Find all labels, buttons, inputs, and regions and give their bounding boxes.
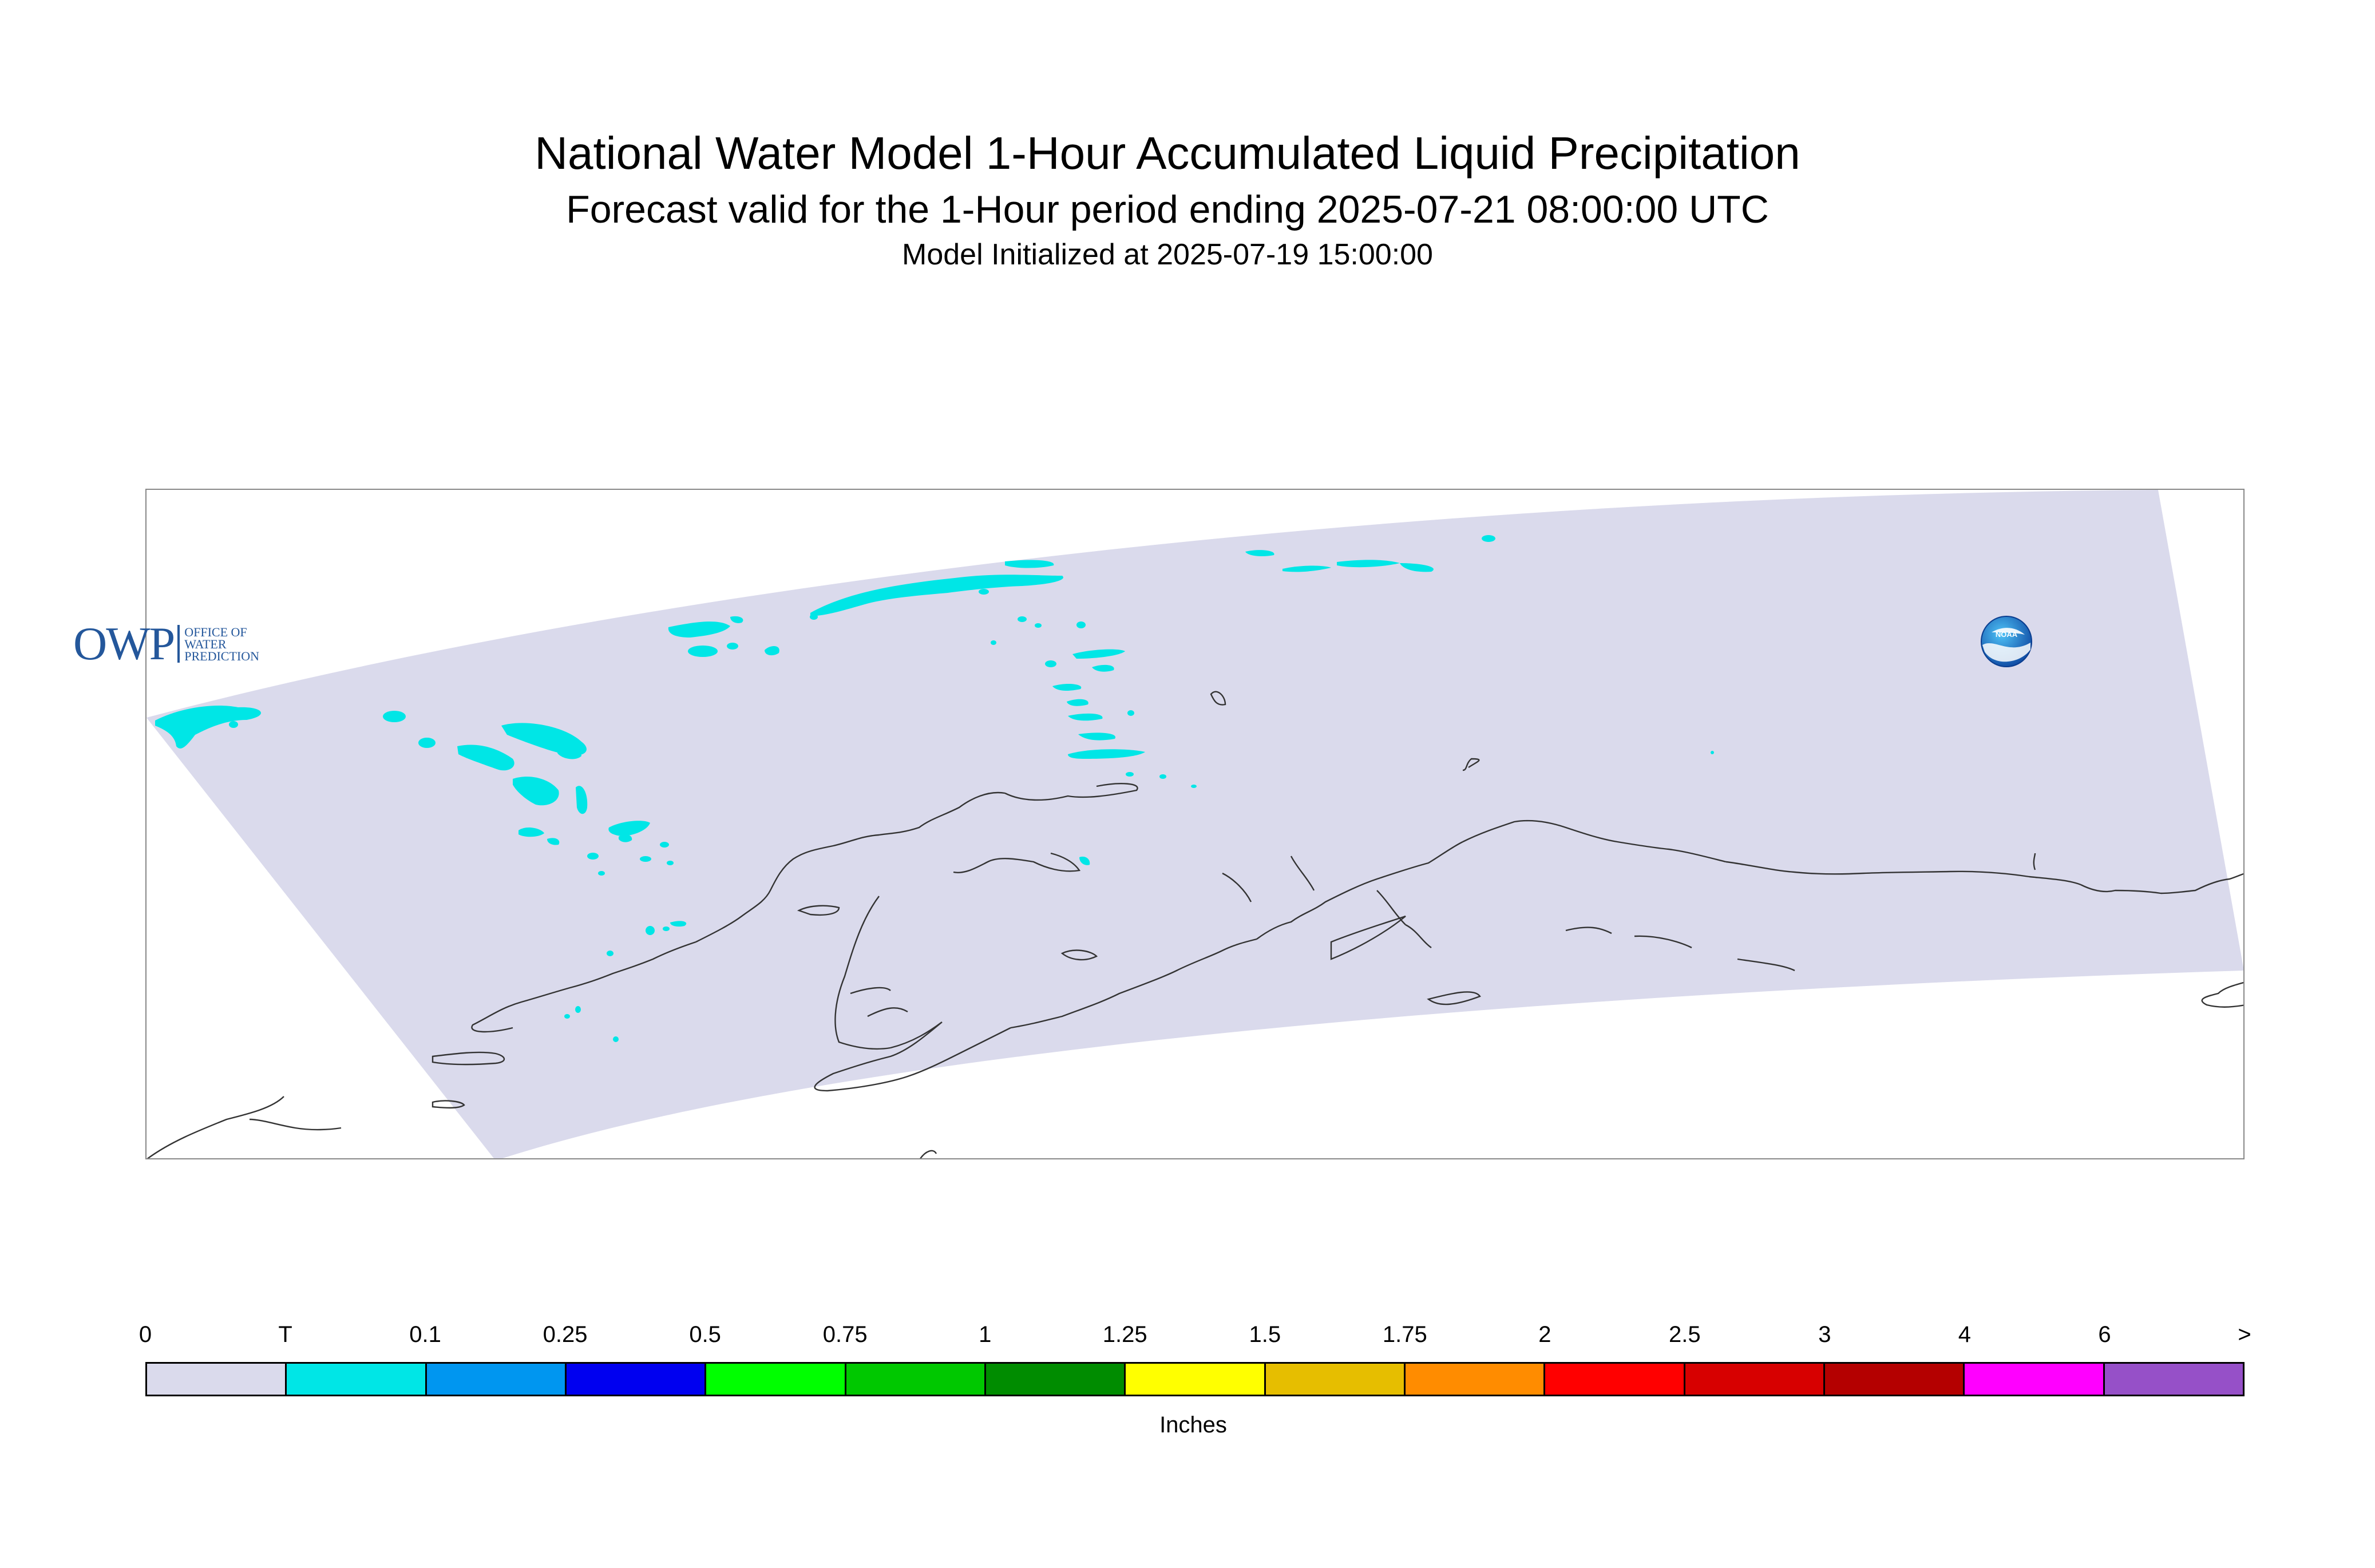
owp-logo: OWP OFFICE OF WATER PREDICTION [73,617,259,670]
legend-tick-label: 2 [1538,1322,1551,1347]
noaa-emblem-icon [1981,616,2032,667]
legend-swatch [1824,1364,1965,1395]
legend-tick-label: 1.75 [1382,1322,1427,1347]
legend-tick-label: 2.5 [1669,1322,1701,1347]
owp-logo-text: OFFICE OF WATER PREDICTION [184,624,259,663]
precip-trace-areas [155,535,1714,1042]
legend-tick-label: 4 [1958,1322,1972,1347]
legend-swatch [706,1364,846,1395]
map-title: National Water Model 1-Hour Accumulated … [535,128,1800,179]
coastlines [147,691,2243,1158]
legend-swatch [1405,1364,1546,1395]
legend-swatch [985,1364,1126,1395]
legend-tick-label: > [2238,1322,2251,1347]
legend-tick-label: 0.25 [543,1322,588,1347]
legend-tick-label: 0.5 [689,1322,721,1347]
legend-swatch [1965,1364,2105,1395]
noaa-logo: NOAA [1980,615,2033,668]
legend-swatch [2104,1364,2243,1395]
model-init-line: Model Initialized at 2025-07-19 15:00:00 [902,238,1433,271]
legend-swatch [566,1364,707,1395]
legend-swatch [426,1364,567,1395]
legend-swatch [287,1364,427,1395]
legend-swatch [147,1364,287,1395]
map-panel [145,489,2245,1159]
legend-swatch [1126,1364,1266,1395]
legend-swatch [1545,1364,1685,1395]
model-domain [147,490,2243,1158]
legend-units-label: Inches [1159,1412,1227,1438]
legend-tick-label: 6 [2098,1322,2111,1347]
legend-tick-label: 1.5 [1249,1322,1281,1347]
owp-logo-divider [177,625,180,663]
owp-logo-mark: OWP [73,617,175,670]
legend-swatch [846,1364,986,1395]
color-legend-bar [145,1362,2245,1396]
precipitation-map [147,490,2243,1158]
legend-tick-label: 0.75 [822,1322,868,1347]
legend-tick-label: 0.1 [409,1322,441,1347]
legend-tick-label: 1.25 [1102,1322,1147,1347]
legend-tick-label: T [278,1322,292,1347]
legend-tick-label: 0 [138,1322,152,1347]
legend-tick-label: 3 [1818,1322,1831,1347]
noaa-label: NOAA [1995,630,2018,639]
map-subtitle: Forecast valid for the 1-Hour period end… [566,188,1769,231]
legend-swatch [1265,1364,1406,1395]
legend-swatch [1685,1364,1825,1395]
legend-tick-label: 1 [979,1322,992,1347]
